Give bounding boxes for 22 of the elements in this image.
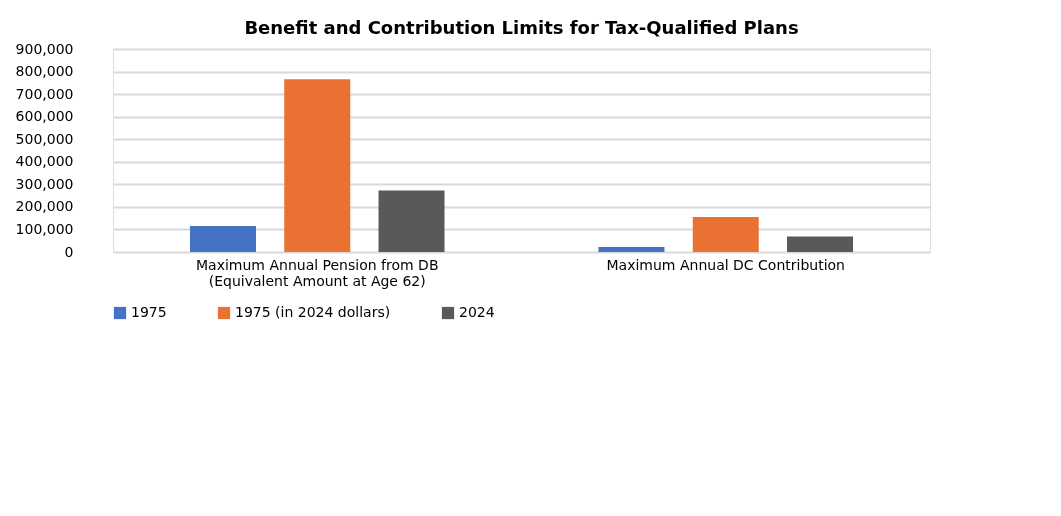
y-tick-label: 700,000 — [15, 85, 74, 102]
bar — [598, 247, 665, 252]
legend-label: 1975 — [131, 304, 167, 320]
chart-title: Benefit and Contribution Limits for Tax-Qualified Plans — [244, 17, 799, 38]
x-tick-label: Maximum Annual DC Contribution — [606, 256, 845, 273]
y-tick-label: 0 — [64, 243, 74, 260]
y-tick-label: 300,000 — [15, 175, 74, 192]
y-tick-label: 100,000 — [15, 220, 74, 237]
bar — [284, 79, 351, 252]
y-tick-label: 200,000 — [15, 198, 74, 215]
legend-label: 2024 — [459, 304, 495, 320]
bar — [787, 236, 854, 252]
y-tick-label: 800,000 — [15, 63, 74, 80]
x-tick-label: Maximum Annual Pension from DB (Equivalent Amount at Age 62) — [196, 256, 439, 289]
legend-label: 1975 (in 2024 dollars) — [235, 304, 391, 320]
y-tick-label: 900,000 — [15, 40, 74, 57]
bar — [189, 226, 256, 252]
bar — [378, 190, 445, 252]
y-tick-label: 400,000 — [15, 153, 74, 170]
y-tick-label: 500,000 — [15, 130, 74, 147]
y-tick-label: 600,000 — [15, 108, 74, 125]
bar — [692, 217, 759, 252]
